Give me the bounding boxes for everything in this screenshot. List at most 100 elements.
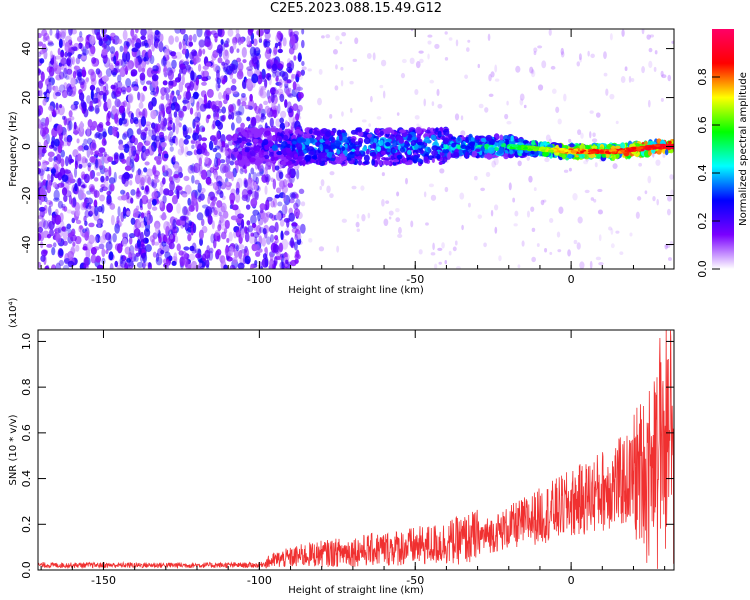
heatmap-cell <box>75 57 81 65</box>
heatmap-cell <box>295 234 302 240</box>
heatmap-cell <box>598 262 604 266</box>
heatmap-cell <box>168 229 173 238</box>
heatmap-cell <box>140 116 147 127</box>
heatmap-cell <box>84 158 88 164</box>
heatmap-cell <box>146 67 154 78</box>
heatmap-cell <box>340 156 347 161</box>
heatmap-cell <box>448 250 452 256</box>
heatmap-cell <box>232 43 237 50</box>
heatmap-cell <box>130 29 135 38</box>
heatmap-cell <box>120 189 126 195</box>
heatmap-cell <box>139 72 146 81</box>
heatmap-cell <box>90 254 97 264</box>
heatmap-cell <box>319 144 324 152</box>
heatmap-cell <box>52 146 57 151</box>
heatmap-cell <box>216 133 221 140</box>
heatmap-cell <box>174 36 179 43</box>
heatmap-cell <box>217 224 222 232</box>
heatmap-cell <box>363 154 370 163</box>
heatmap-cell <box>452 246 457 252</box>
heatmap-cell <box>371 158 376 166</box>
heatmap-cell <box>192 91 199 100</box>
heatmap-cell <box>76 154 82 165</box>
heatmap-cell <box>47 173 51 181</box>
heatmap-cell <box>282 192 287 202</box>
heatmap-cell <box>396 112 400 116</box>
heatmap-cell <box>131 47 139 53</box>
heatmap-cell <box>271 107 279 118</box>
heatmap-cell <box>255 176 259 185</box>
heatmap-cell <box>64 169 71 174</box>
heatmap-cell <box>329 144 337 150</box>
heatmap-cell <box>324 139 331 145</box>
heatmap-cell <box>136 221 142 229</box>
heatmap-cell <box>130 189 136 196</box>
heatmap-cell <box>99 194 105 202</box>
heatmap-cell <box>139 254 144 263</box>
heatmap-cell <box>455 39 459 47</box>
heatmap-cell <box>154 223 160 234</box>
heatmap-cell <box>438 161 443 165</box>
heatmap-cell <box>182 105 187 112</box>
heatmap-cell <box>42 98 47 106</box>
heatmap-cell <box>385 200 390 204</box>
heatmap-cell <box>62 115 66 120</box>
heatmap-cell <box>214 156 219 168</box>
heatmap-cell <box>276 256 283 261</box>
heatmap-cell <box>40 71 45 82</box>
heatmap-cell <box>349 80 354 85</box>
heatmap-cell <box>311 155 316 160</box>
heatmap-cell <box>225 134 233 141</box>
heatmap-cell <box>178 81 184 93</box>
heatmap-cell <box>216 77 221 85</box>
heatmap-cell <box>374 128 379 134</box>
heatmap-cell <box>264 78 268 89</box>
heatmap-cell <box>122 100 128 108</box>
heatmap-cell <box>352 58 358 62</box>
heatmap-cell <box>70 103 75 110</box>
heatmap-cell <box>38 161 42 167</box>
heatmap-cell <box>528 175 533 183</box>
heatmap-cell <box>42 250 48 255</box>
heatmap-cell <box>171 255 178 263</box>
heatmap-cell <box>564 149 569 153</box>
heatmap-cell <box>284 120 289 129</box>
heatmap-cell <box>51 247 56 256</box>
heatmap-cell <box>154 40 160 49</box>
heatmap-cell <box>396 191 400 197</box>
heatmap-cell <box>177 72 182 82</box>
heatmap-cell <box>549 138 552 144</box>
heatmap-cell <box>494 147 499 152</box>
heatmap-cell <box>127 250 135 258</box>
heatmap-cell <box>234 133 238 140</box>
heatmap-cell <box>112 38 116 44</box>
heatmap-cell <box>95 87 100 94</box>
heatmap-cell <box>317 154 322 162</box>
y-tick-label: 0.4 <box>20 470 33 488</box>
heatmap-cell <box>307 68 312 72</box>
heatmap-cell <box>206 169 212 178</box>
heatmap-cell <box>154 29 160 36</box>
heatmap-cell <box>282 71 289 81</box>
heatmap-cell <box>204 156 209 165</box>
heatmap-cell <box>104 89 110 96</box>
heatmap-cell <box>557 118 562 125</box>
heatmap-cell <box>160 213 167 221</box>
heatmap-cell <box>103 140 107 146</box>
heatmap-cell <box>66 57 71 67</box>
heatmap-cell <box>222 256 226 266</box>
heatmap-cell <box>288 212 295 222</box>
heatmap-cell <box>178 68 183 74</box>
heatmap-cell <box>264 130 271 136</box>
heatmap-cell <box>563 93 567 102</box>
heatmap-cell <box>114 60 120 66</box>
heatmap-cell <box>292 81 297 91</box>
heatmap-cell <box>637 146 644 150</box>
heatmap-cell <box>113 82 119 92</box>
heatmap-cell <box>106 190 112 196</box>
heatmap-cell <box>288 198 295 204</box>
heatmap-cell <box>206 263 210 269</box>
heatmap-cell <box>235 29 240 35</box>
heatmap-cell <box>270 234 274 243</box>
heatmap-cell <box>252 138 259 143</box>
